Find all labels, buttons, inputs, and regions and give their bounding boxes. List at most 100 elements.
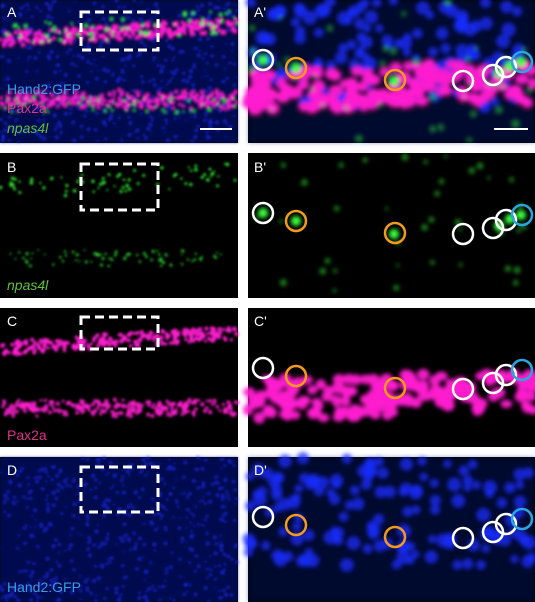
cell: [165, 408, 169, 412]
cell: [55, 401, 61, 406]
cell: [467, 138, 472, 143]
cell: [186, 508, 190, 512]
cell: [171, 46, 175, 51]
cell: [122, 256, 127, 261]
cell: [508, 176, 515, 183]
cell: [362, 157, 368, 163]
cell: [88, 538, 92, 542]
cell: [93, 58, 96, 61]
cell: [106, 69, 111, 73]
cell: [214, 31, 218, 35]
cell: [211, 91, 215, 95]
cell: [346, 39, 357, 50]
cell: [221, 55, 226, 59]
cell: [52, 25, 57, 30]
cell: [225, 490, 229, 494]
cell: [210, 326, 215, 331]
cell: [414, 69, 425, 78]
cell: [85, 522, 90, 527]
cell: [225, 410, 229, 414]
cell: [54, 135, 59, 140]
panel-label: D: [7, 462, 17, 478]
cell: [189, 521, 193, 525]
cell: [34, 476, 38, 480]
cell: [31, 40, 35, 44]
cell: [183, 583, 187, 587]
cell: [390, 48, 397, 54]
cell: [209, 175, 212, 178]
cell: [371, 0, 382, 8]
cell: [352, 497, 365, 510]
cell: [134, 542, 138, 545]
cell: [338, 162, 344, 168]
cell: [7, 32, 10, 35]
cell: [301, 179, 308, 186]
cell: [380, 61, 385, 66]
cell: [27, 483, 31, 486]
cell: [124, 189, 128, 193]
cell: [13, 177, 17, 181]
cell: [9, 403, 14, 408]
cell: [107, 342, 112, 348]
cell: [33, 591, 37, 596]
cell: [39, 467, 44, 472]
cell: [40, 40, 44, 44]
cell: [190, 529, 193, 533]
cell: [122, 105, 126, 109]
cell: [309, 87, 315, 92]
cell: [231, 26, 235, 30]
cell: [42, 118, 46, 122]
cell: [95, 102, 100, 107]
cell: [94, 76, 99, 81]
marker-circle: [284, 364, 308, 388]
cell: [158, 253, 161, 256]
cell: [99, 338, 104, 343]
cell: [26, 59, 29, 62]
cell: [429, 478, 439, 488]
cell: [92, 190, 95, 194]
marker-circle: [510, 507, 534, 531]
cell: [104, 252, 107, 255]
cell: [181, 475, 186, 479]
cell: [120, 593, 123, 596]
cell: [7, 34, 11, 38]
cell: [60, 485, 64, 490]
cell: [44, 21, 48, 24]
cell: [90, 70, 93, 73]
cell: [2, 28, 6, 32]
cell: [101, 566, 104, 569]
cell: [46, 104, 50, 108]
cell: [253, 412, 265, 424]
cell: [218, 486, 222, 491]
cell: [200, 467, 205, 471]
cell: [205, 61, 209, 65]
cell: [258, 208, 268, 218]
cell: [280, 162, 286, 168]
cell: [2, 399, 7, 404]
cell: [161, 504, 166, 509]
cell: [43, 108, 47, 112]
marker-circle: [510, 358, 534, 382]
cell: [45, 480, 48, 483]
cell: [45, 556, 50, 561]
cell: [112, 484, 115, 488]
cell: [9, 184, 12, 188]
cell: [91, 25, 95, 28]
cell: [417, 390, 432, 402]
cell: [121, 483, 125, 487]
cell: [156, 249, 159, 253]
cell: [194, 331, 199, 337]
cell: [144, 254, 149, 259]
cell: [3, 510, 6, 513]
cell: [222, 7, 226, 10]
cell: [167, 98, 172, 103]
cell: [204, 19, 209, 25]
cell: [223, 562, 227, 566]
cell: [82, 484, 86, 488]
cell: [121, 491, 125, 495]
cell: [9, 105, 12, 109]
cell: [83, 29, 89, 35]
cell: [90, 260, 93, 263]
cell: [6, 411, 11, 415]
cell: [159, 517, 163, 521]
